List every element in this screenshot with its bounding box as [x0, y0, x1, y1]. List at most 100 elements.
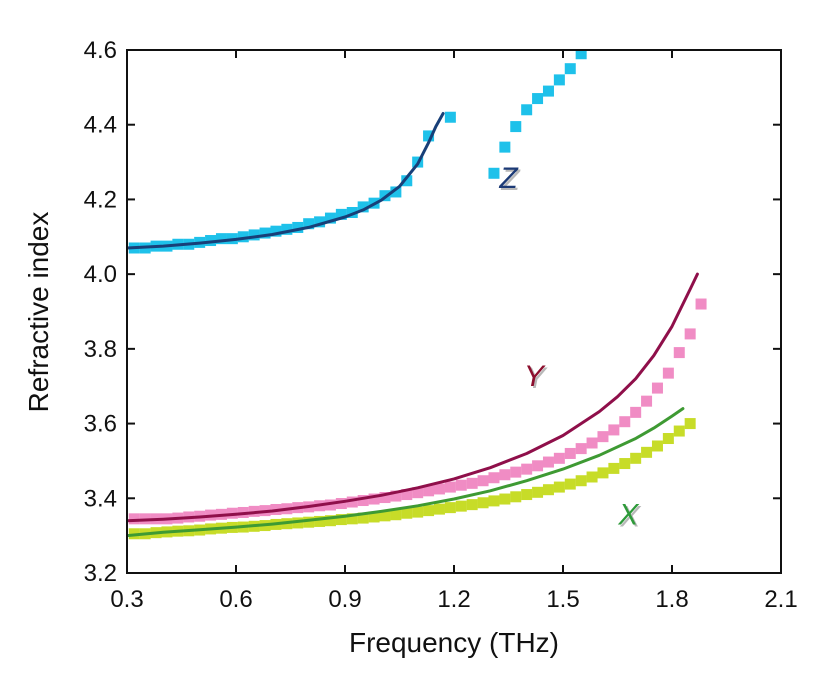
series-x-point [477, 497, 489, 509]
series-y-point [346, 496, 358, 508]
series-z-point [292, 221, 304, 233]
series-y-point [586, 437, 598, 449]
series-y-label-shadow: Y [526, 362, 548, 395]
series-y-point [477, 475, 489, 487]
series-y-label: Y [524, 360, 546, 393]
x-tick-label: 0.9 [328, 586, 361, 613]
series-y-point [488, 472, 500, 484]
plot-frame [126, 49, 782, 574]
series-z-point [401, 175, 413, 187]
series-y-point [521, 463, 533, 475]
series-z-point [335, 208, 347, 220]
series-y-point [695, 298, 707, 310]
series-z-label-shadow: Z [500, 164, 521, 197]
series-y-point [444, 481, 456, 493]
series-z-point [357, 201, 369, 213]
y-tick-label: 4.4 [84, 112, 117, 139]
series-z-point [564, 63, 576, 75]
series-x-point [379, 510, 391, 522]
series-z-label: Z [498, 162, 519, 195]
y-tick-label: 4.2 [84, 186, 117, 213]
series-z-point [270, 225, 282, 237]
series-x-point [368, 511, 380, 523]
series-x-point [521, 489, 533, 501]
series-x-point [651, 440, 663, 452]
series-y-point [630, 406, 642, 418]
y-tick-label: 3.4 [84, 485, 117, 512]
series-x-point [586, 471, 598, 483]
series-x-point [510, 491, 522, 503]
series-x-point [401, 507, 413, 519]
series-y-point [357, 495, 369, 507]
y-tick-label: 4.6 [84, 37, 117, 64]
series-z-point [324, 212, 336, 224]
series-z-point [259, 227, 271, 239]
x-tick-label: 1.2 [437, 586, 470, 613]
series-x-point [303, 516, 315, 528]
series-y-fit-line [127, 272, 699, 523]
series-x-point [488, 495, 500, 507]
series-z-point [281, 223, 293, 235]
series-z-point [346, 207, 358, 219]
series-y-point [564, 447, 576, 459]
series-y-point [128, 513, 140, 525]
series-x-point [455, 500, 467, 512]
series-z-point [521, 104, 533, 116]
series-z-point [575, 50, 587, 60]
series-z-point [499, 141, 511, 153]
series-y-point [455, 479, 467, 491]
series-x-point [433, 503, 445, 515]
series-y-point [379, 492, 391, 504]
y-tick-label: 4.0 [84, 261, 117, 288]
series-y-point [673, 347, 685, 359]
series-y-point [553, 452, 565, 464]
series-x-point [684, 418, 696, 430]
y-axis-title: Refractive index [23, 212, 54, 413]
series-y-point [542, 456, 554, 468]
series-z-point [532, 93, 544, 105]
series-y-point [575, 443, 587, 455]
series-x-point [335, 514, 347, 526]
series-y-point [641, 395, 653, 407]
x-tick-label: 2.1 [764, 586, 797, 613]
series-x-point [423, 505, 435, 517]
series-x-point [412, 506, 424, 518]
series-x-point [444, 502, 456, 514]
series-x-point [564, 478, 576, 490]
series-z-point [553, 74, 565, 86]
series-y-point [324, 499, 336, 511]
series-x-point [357, 512, 369, 524]
series-y-point [684, 328, 696, 340]
series-x-point [619, 458, 631, 470]
series-y-point [651, 382, 663, 394]
series-x-point [542, 484, 554, 496]
series-x-point [466, 499, 478, 511]
series-z-point [390, 186, 402, 198]
x-tick-label: 0.6 [219, 586, 252, 613]
series-x-point [608, 462, 620, 474]
y-tick-label: 3.6 [84, 411, 117, 438]
series-x-point [346, 513, 358, 525]
series-y-point [608, 424, 620, 436]
x-axis-title: Frequency (THz) [349, 627, 559, 658]
series-z-point [248, 229, 260, 241]
series-y-point [532, 460, 544, 472]
series-z-point [488, 167, 500, 179]
series-y-point [466, 477, 478, 489]
series-x-point [641, 446, 653, 458]
y-tick-label: 3.8 [84, 336, 117, 363]
series-y-point [368, 493, 380, 505]
series-x-point [575, 475, 587, 487]
series-z-point [303, 218, 315, 230]
series-y-point [412, 487, 424, 499]
series-x-label-shadow: X [619, 500, 641, 533]
series-x-point [499, 493, 511, 505]
series-x-point [532, 486, 544, 498]
series-y-point [510, 466, 522, 478]
series-z-point [444, 111, 456, 123]
series-y-point [619, 416, 631, 428]
series-y-point [597, 431, 609, 443]
series-z-point [314, 216, 326, 228]
series-y-point [433, 483, 445, 495]
series-y-point [499, 469, 511, 481]
